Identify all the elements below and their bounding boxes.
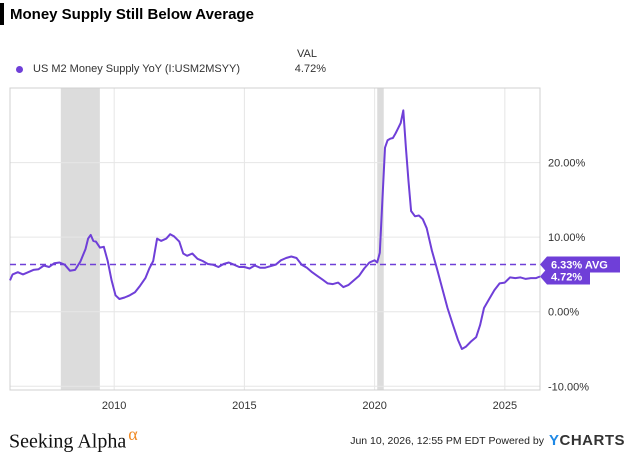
plot-frame	[9, 87, 541, 391]
x-tick-label: 2010	[102, 400, 126, 410]
average-value-label: 6.33% AVG	[551, 260, 608, 272]
x-tick-label: 2025	[493, 400, 517, 410]
legend-marker	[16, 65, 23, 73]
last-value-tag	[540, 268, 590, 285]
legend-value-header: VAL	[297, 48, 317, 60]
last-value-label: 4.72%	[551, 272, 582, 284]
y-tick-label: 10.00%	[548, 232, 586, 244]
x-tick-label: 2020	[362, 400, 386, 410]
series-line-m2-yoy[interactable]	[9, 109, 541, 350]
seeking-alpha-wordmark: Seeking Alpha	[9, 430, 127, 453]
title-accent-bar	[0, 3, 4, 25]
y-tick-label: -10.00%	[548, 381, 589, 393]
x-tick-label: 2015	[232, 400, 256, 410]
legend-item[interactable]: US M2 Money Supply YoY (I:USM2MSYY) 4.72…	[16, 63, 326, 75]
y-tick-label: 0.00%	[548, 307, 579, 319]
timestamp: Jun 10, 2026, 12:55 PM EDT	[350, 434, 486, 447]
ycharts-logo[interactable]: YCHARTS	[549, 432, 625, 449]
y-tick-label: 20.00%	[548, 158, 586, 170]
powered-by-label: Powered by	[488, 434, 544, 447]
recession-band	[60, 88, 100, 390]
alpha-mark-icon: α	[128, 424, 138, 444]
chart-canvas: 20.00% 10.00% 0.00% -10.00% 2010 2015 2020 202…	[9, 87, 620, 410]
legend-series-value: 4.72%	[294, 63, 326, 75]
footer-meta: Jun 10, 2026, 12:55 PM EDT Powered by YC…	[350, 432, 625, 449]
average-value-tag	[540, 256, 620, 273]
chart-title: Money Supply Still Below Average	[10, 5, 254, 23]
legend-series-name: US M2 Money Supply YoY (I:USM2MSYY)	[33, 63, 241, 75]
seeking-alpha-logo[interactable]: Seeking Alpha α	[9, 424, 138, 454]
title-block: Money Supply Still Below Average	[0, 0, 254, 28]
ycharts-wordmark: CHARTS	[559, 432, 625, 449]
ycharts-y-icon: Y	[548, 432, 560, 449]
